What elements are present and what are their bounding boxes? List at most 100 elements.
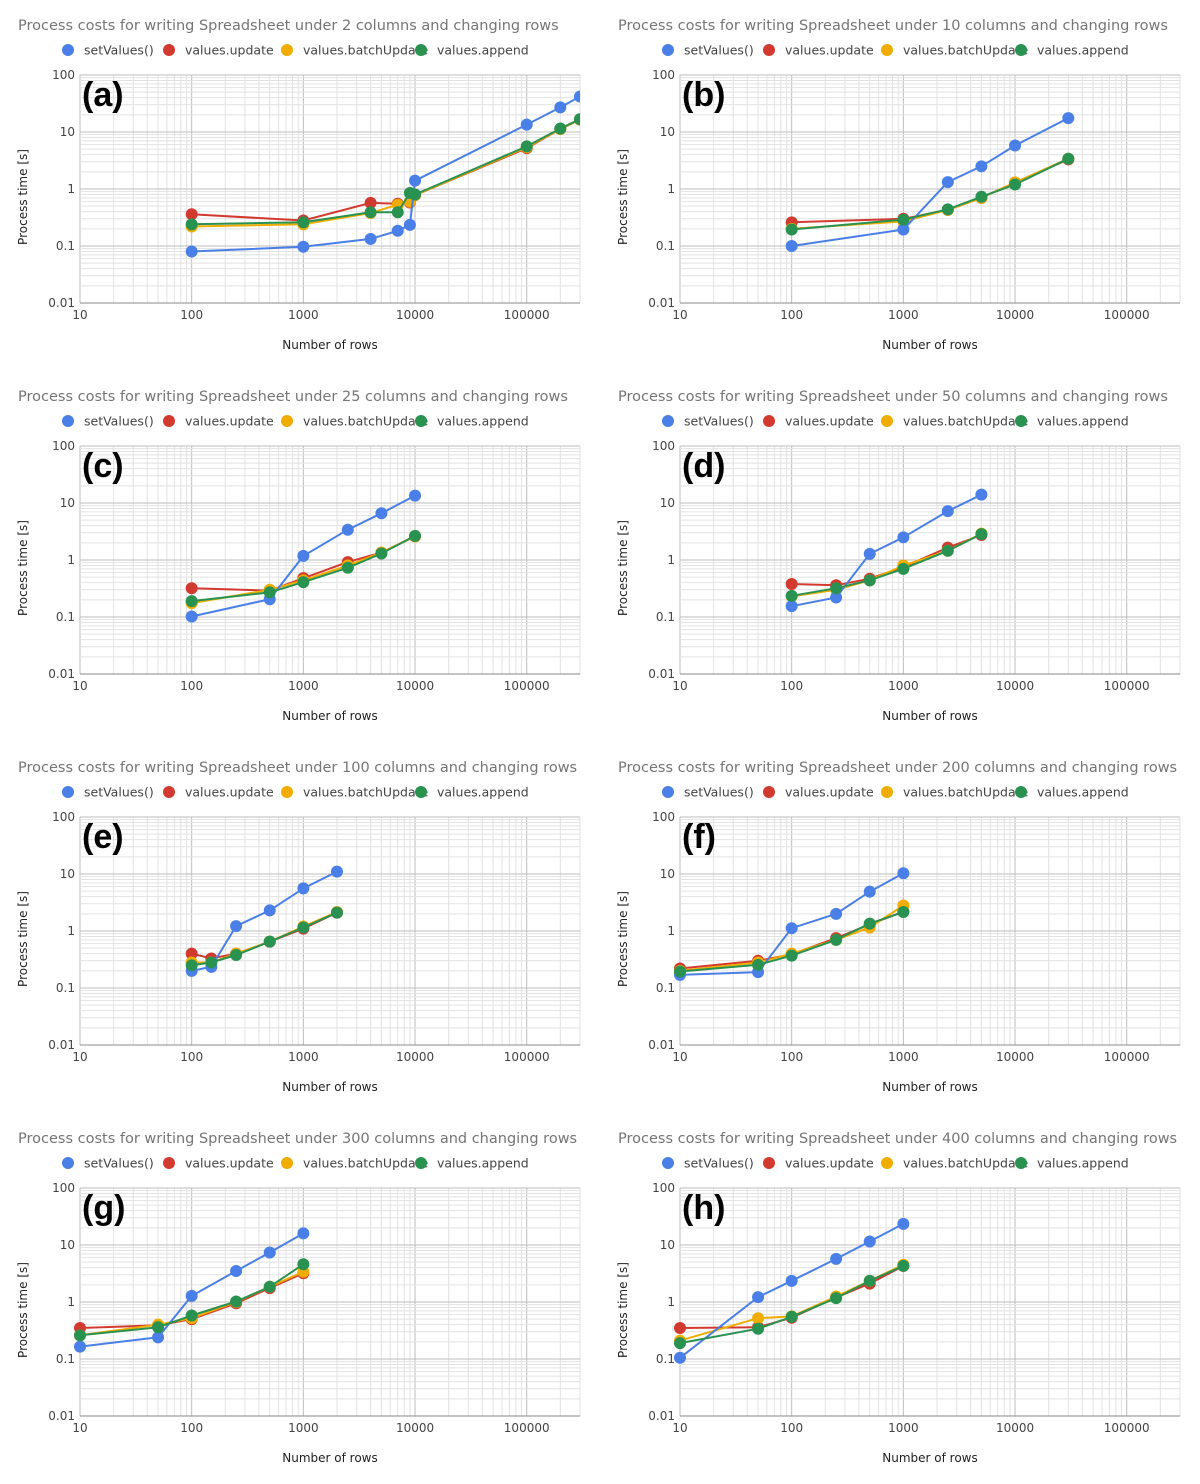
legend-marker-icon xyxy=(881,415,893,427)
y-tick-label: 0.01 xyxy=(648,1038,675,1052)
legend-marker-icon xyxy=(1015,44,1027,56)
x-tick-label: 100000 xyxy=(1104,1050,1150,1064)
legend-marker-icon xyxy=(1015,1157,1027,1169)
data-point xyxy=(185,245,198,258)
data-point xyxy=(263,904,276,917)
y-tick-label: 0.1 xyxy=(56,239,75,253)
series-valuesupdate xyxy=(185,906,343,965)
data-point xyxy=(263,935,276,948)
x-tick-label: 1000 xyxy=(888,1050,919,1064)
legend-label: values.append xyxy=(1037,414,1129,429)
x-tick-label: 10000 xyxy=(996,679,1034,693)
legend-marker-icon xyxy=(763,1157,775,1169)
chart-panel-g: Process costs for writing Spreadsheet un… xyxy=(0,1113,600,1484)
series-valuesappend xyxy=(185,906,343,972)
y-tick-label: 0.1 xyxy=(656,239,675,253)
legend-item-0: setValues() xyxy=(62,43,154,58)
legend-marker-icon xyxy=(662,1157,674,1169)
y-axis-label: Process time [s] xyxy=(16,520,30,616)
legend-item-1: values.update xyxy=(163,43,274,58)
panel-label: (g) xyxy=(82,1189,125,1227)
y-tick-label: 100 xyxy=(52,439,75,453)
x-tick-label: 10 xyxy=(72,308,87,322)
data-point xyxy=(975,190,988,203)
data-point xyxy=(752,1322,765,1335)
legend-marker-icon xyxy=(1015,786,1027,798)
series-valuesappend xyxy=(785,528,988,602)
data-point xyxy=(152,1331,165,1344)
series-line xyxy=(791,157,1069,231)
data-point xyxy=(785,223,798,236)
x-tick-label: 10 xyxy=(72,679,87,693)
y-tick-label: 0.1 xyxy=(656,610,675,624)
y-axis-label: Process time [s] xyxy=(616,1262,630,1358)
x-tick-label: 10000 xyxy=(396,308,434,322)
legend-item-1: values.update xyxy=(163,1156,274,1171)
data-point xyxy=(752,1291,765,1304)
series-line xyxy=(191,535,416,603)
y-tick-label: 10 xyxy=(660,1238,675,1252)
data-point xyxy=(263,1246,276,1259)
data-point xyxy=(830,591,843,604)
data-point xyxy=(574,90,580,103)
grid xyxy=(679,816,1181,1046)
legend-label: values.batchUpdate xyxy=(303,785,428,800)
legend-marker-icon xyxy=(415,786,427,798)
data-point xyxy=(297,240,310,253)
legend-item-0: setValues() xyxy=(662,414,754,429)
data-point xyxy=(554,122,567,135)
legend-marker-icon xyxy=(662,786,674,798)
y-tick-label: 10 xyxy=(60,496,75,510)
legend-marker-icon xyxy=(881,44,893,56)
legend-label: setValues() xyxy=(84,43,154,58)
series-valuesappend xyxy=(674,1259,910,1350)
data-point xyxy=(863,547,876,560)
data-point xyxy=(330,906,343,919)
series-valuesappend xyxy=(785,152,1075,236)
legend-marker-icon xyxy=(763,415,775,427)
chart-title: Process costs for writing Spreadsheet un… xyxy=(618,1131,1177,1147)
data-point xyxy=(185,959,198,972)
y-tick-label: 1 xyxy=(667,553,675,567)
series-setvalues xyxy=(74,1227,310,1353)
legend-label: values.update xyxy=(185,43,274,58)
legend-marker-icon xyxy=(163,44,175,56)
legend-marker-icon xyxy=(281,786,293,798)
data-point xyxy=(863,1274,876,1287)
series-line xyxy=(679,1264,904,1345)
chart-panel-f: Process costs for writing Spreadsheet un… xyxy=(600,742,1200,1113)
y-axis-label: Process time [s] xyxy=(16,891,30,987)
series-line xyxy=(791,493,982,608)
y-tick-label: 100 xyxy=(52,810,75,824)
legend-label: values.update xyxy=(185,785,274,800)
series-valuesbatchupdate xyxy=(785,152,1075,235)
legend-item-2: values.batchUpdate xyxy=(881,43,1028,58)
data-point xyxy=(185,947,198,960)
x-tick-label: 100 xyxy=(180,308,203,322)
data-point xyxy=(263,586,276,599)
legend-label: setValues() xyxy=(84,785,154,800)
chart-panel-a: Process costs for writing Spreadsheet un… xyxy=(0,0,600,371)
data-point xyxy=(863,574,876,587)
chart-panel-e: Process costs for writing Spreadsheet un… xyxy=(0,742,600,1113)
data-point xyxy=(330,865,343,878)
y-tick-label: 100 xyxy=(652,439,675,453)
legend-label: values.append xyxy=(1037,785,1129,800)
data-point xyxy=(830,933,843,946)
x-tick-label: 100000 xyxy=(504,308,550,322)
legend-item-0: setValues() xyxy=(662,1156,754,1171)
legend-marker-icon xyxy=(281,1157,293,1169)
chart-panel-b: Process costs for writing Spreadsheet un… xyxy=(600,0,1200,371)
y-tick-label: 100 xyxy=(52,68,75,82)
legend-marker-icon xyxy=(163,786,175,798)
panel-label: (b) xyxy=(682,76,725,114)
legend-item-1: values.update xyxy=(763,414,874,429)
series-setvalues xyxy=(674,867,910,981)
series-valuesupdate xyxy=(785,153,1075,229)
legend-label: values.batchUpdate xyxy=(903,43,1028,58)
data-point xyxy=(752,1312,765,1325)
x-tick-label: 100 xyxy=(780,1050,803,1064)
x-tick-label: 10 xyxy=(672,308,687,322)
y-axis-label: Process time [s] xyxy=(616,891,630,987)
legend-item-0: setValues() xyxy=(62,785,154,800)
